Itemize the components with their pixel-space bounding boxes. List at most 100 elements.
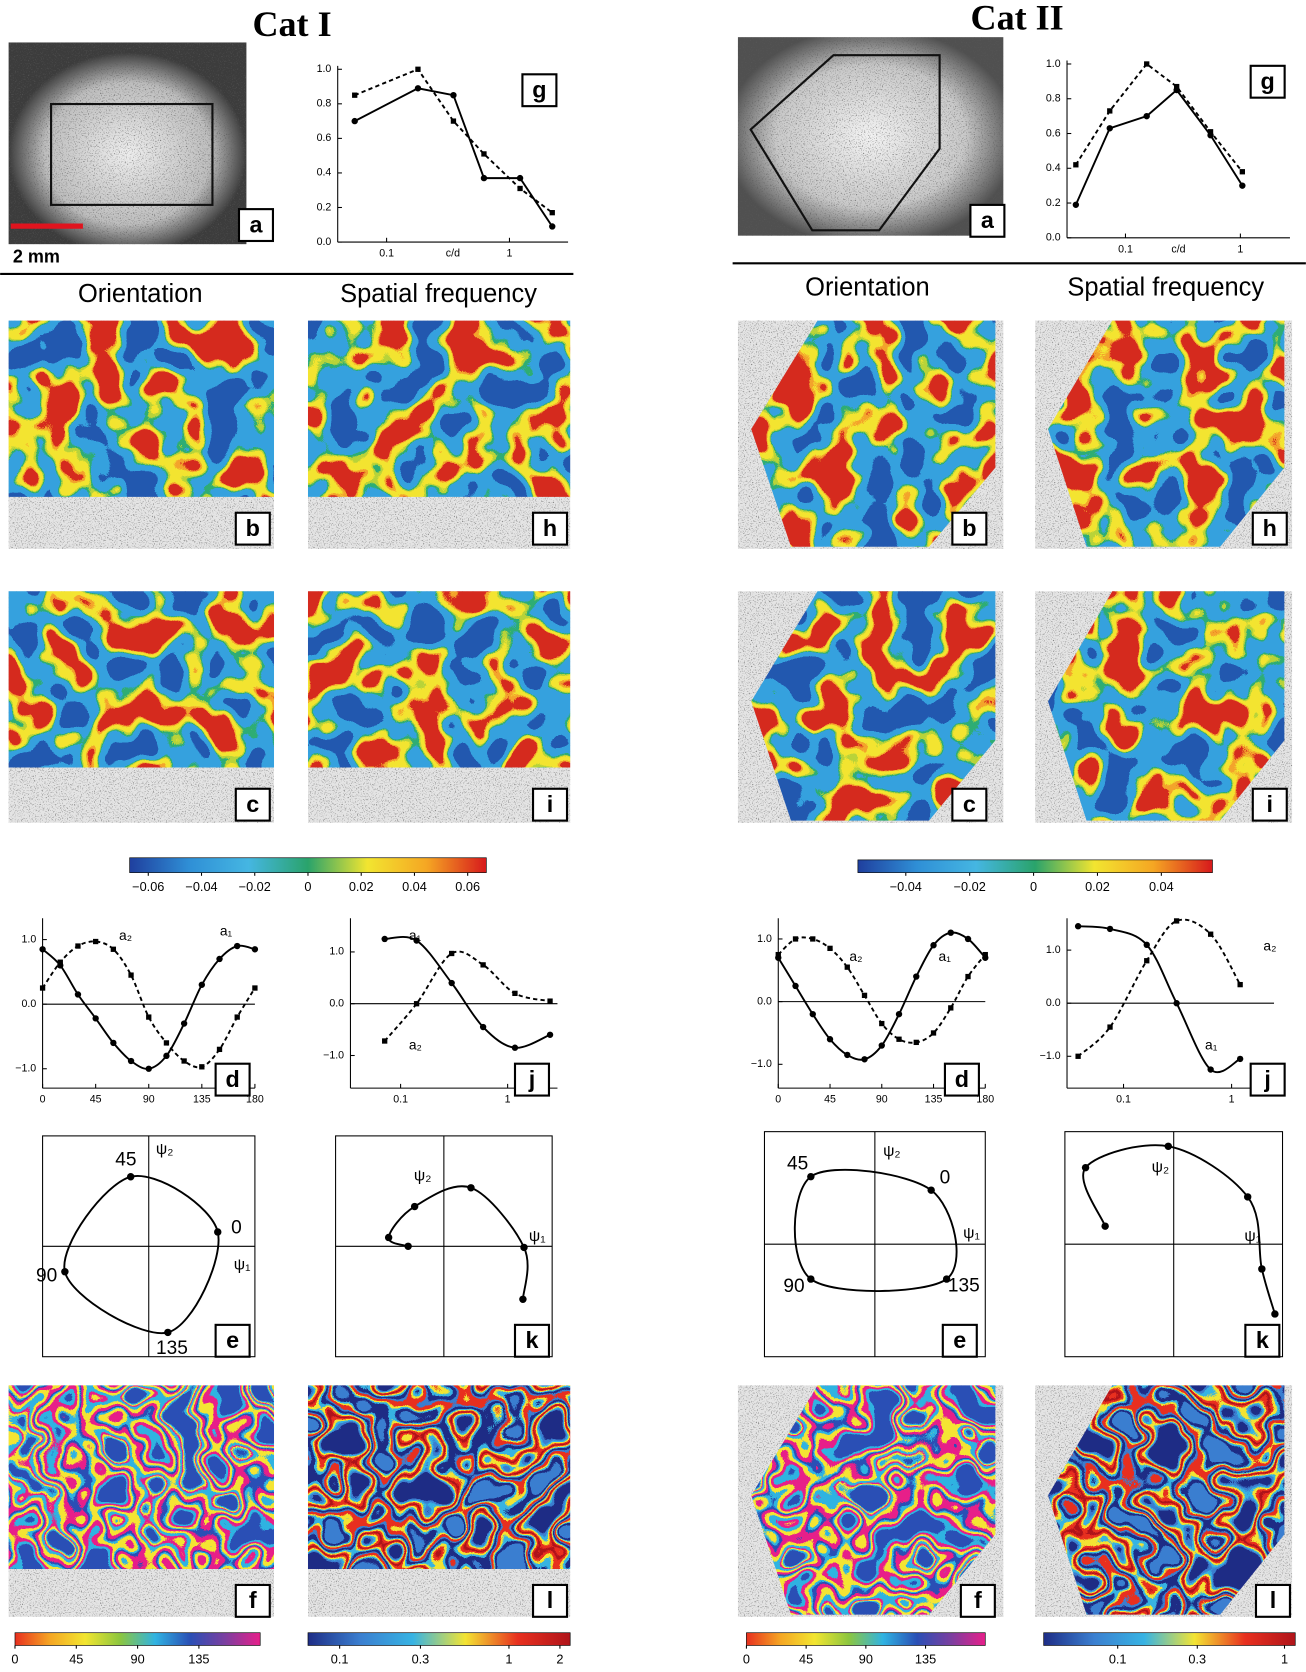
data-point: [75, 943, 80, 948]
data-point: [948, 1005, 953, 1010]
data-point: [810, 936, 815, 941]
data-point: [1082, 1164, 1089, 1171]
panel-label: i: [547, 791, 554, 817]
data-point: [1144, 61, 1149, 66]
x-tick-label: 45: [824, 1094, 836, 1106]
colorbar-tick-label: 0.3: [412, 1652, 430, 1667]
data-point: [415, 67, 420, 72]
panel-label: k: [525, 1327, 538, 1353]
data-point: [39, 946, 45, 952]
data-point: [381, 936, 387, 942]
data-point: [75, 991, 81, 997]
x-tick-label: 45: [90, 1094, 102, 1106]
point-label: 0: [231, 1218, 242, 1239]
series-label: a₂: [849, 949, 862, 964]
data-point: [415, 85, 421, 91]
data-point: [517, 186, 522, 191]
colorbar-tick-label: −0.04: [185, 879, 217, 894]
panel-label: j: [1263, 1066, 1271, 1092]
colorbar-tick-label: −0.04: [890, 879, 922, 894]
colorbar-tick-label: 135: [915, 1652, 936, 1667]
panel-label: f: [249, 1587, 257, 1613]
panel-label: g: [532, 76, 546, 102]
data-point: [1073, 202, 1079, 208]
x-axis-label: c/d: [446, 248, 460, 260]
colorbar: [746, 1633, 985, 1646]
data-point: [481, 151, 486, 156]
x-tick-label: 1: [507, 248, 513, 260]
data-point: [235, 1014, 240, 1019]
colorbar-tick-label: 0.02: [1085, 879, 1110, 894]
point-label: 0: [940, 1167, 951, 1188]
colorbar: [130, 858, 487, 873]
data-point: [128, 972, 133, 977]
data-point: [111, 947, 116, 952]
data-point: [1144, 942, 1150, 948]
data-point: [827, 946, 832, 951]
y-tick-label: 0.2: [1046, 197, 1061, 209]
data-point: [382, 1038, 387, 1043]
data-point: [480, 962, 485, 967]
x-axis-label: c/d: [1171, 243, 1185, 255]
data-point: [807, 1275, 814, 1282]
data-point: [896, 1037, 901, 1042]
panel-label: b: [246, 515, 260, 541]
data-point: [1144, 958, 1149, 963]
data-point: [216, 956, 222, 962]
panel-label: e: [953, 1327, 966, 1353]
map-image: [308, 591, 570, 767]
data-point: [1101, 1222, 1108, 1229]
series-label: a₂: [119, 928, 132, 943]
y-tick-label: −1.0: [751, 1058, 772, 1070]
y-tick-label: −1.0: [15, 1063, 36, 1075]
panel-label: h: [543, 515, 557, 541]
panel-label: l: [547, 1587, 554, 1613]
x-tick-label: 1: [505, 1094, 511, 1106]
data-point: [449, 951, 454, 956]
data-point: [862, 993, 867, 998]
data-point: [931, 1030, 936, 1035]
colorbar: [1044, 1633, 1296, 1646]
colorbar-tick-label: 0: [743, 1652, 750, 1667]
colorbar: [15, 1633, 260, 1646]
colorbar-tick-label: 0: [1030, 879, 1037, 894]
point-label: 90: [783, 1276, 804, 1297]
data-point: [913, 973, 919, 979]
data-point: [40, 985, 45, 990]
y-tick-label: 0.0: [21, 998, 36, 1010]
panel-label: a: [981, 207, 995, 233]
series-label: a₁: [220, 924, 233, 939]
figure: Cat I Cat II 2 mm Orientation Spatial fr…: [0, 0, 1306, 1672]
x-axis-label: ψ₁: [234, 1257, 251, 1274]
colorbar: [308, 1633, 570, 1646]
x-tick-label: 135: [925, 1094, 943, 1106]
data-point: [879, 1021, 884, 1026]
y-tick-label: 0.6: [1046, 127, 1061, 139]
column-header: Spatial frequency: [1067, 273, 1264, 301]
data-point: [914, 1040, 919, 1045]
panel-label: d: [955, 1066, 969, 1092]
data-point: [404, 1243, 411, 1250]
data-point: [1208, 129, 1213, 134]
y-tick-label: 0.4: [317, 167, 332, 179]
data-point: [512, 1045, 518, 1051]
data-point: [252, 985, 257, 990]
point-label: 135: [948, 1276, 980, 1297]
panel-label: h: [1263, 515, 1277, 541]
data-point: [512, 991, 517, 996]
colorbar-tick-label: 90: [131, 1652, 145, 1667]
y-tick-label: 0.2: [317, 201, 332, 213]
y-tick-label: 1.0: [1046, 58, 1061, 70]
y-tick-label: 0.0: [757, 995, 772, 1007]
point-label: 90: [36, 1266, 57, 1287]
panel-label: c: [963, 791, 976, 817]
page: body { margin: 0; background: #fff; font…: [0, 0, 1306, 1672]
colorbar-tick-label: 0: [304, 879, 311, 894]
data-point: [352, 118, 358, 124]
data-point: [411, 1203, 418, 1210]
y-tick-label: 0.0: [1046, 232, 1061, 244]
data-point: [450, 92, 456, 98]
panel-label: b: [962, 515, 976, 541]
data-point: [414, 1001, 419, 1006]
data-point: [1144, 113, 1150, 119]
